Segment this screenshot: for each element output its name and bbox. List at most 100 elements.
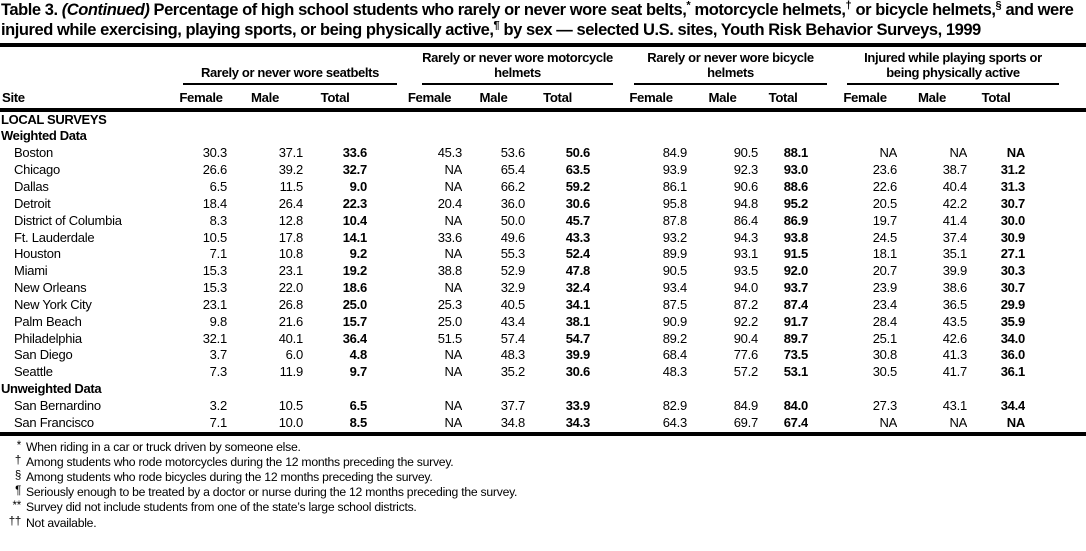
group-header-label: Rarely or never wore bicycle helmets <box>634 50 828 85</box>
column-gap <box>808 213 833 230</box>
data-table: Rarely or never wore seatbelts Rarely or… <box>0 47 1086 436</box>
column-gap <box>590 398 615 415</box>
value-cell: 40.4 <box>942 178 968 194</box>
column-gap <box>367 347 397 364</box>
value-cell: 94.8 <box>733 195 759 211</box>
column-gap <box>808 314 833 331</box>
value-cell: 25.0 <box>342 296 367 312</box>
site-cell: Miami <box>14 263 48 279</box>
value-cell: 55.3 <box>500 246 525 262</box>
group-header-injured: Injured while playing sports or being ph… <box>833 47 1060 85</box>
title-segments: Percentage of high school students who r… <box>1 0 1074 39</box>
footnote: * When riding in a car or truck driven by… <box>0 440 1086 455</box>
value-cell: 40.5 <box>500 296 525 312</box>
column-gap <box>367 331 397 348</box>
column-gap <box>367 162 397 179</box>
site-cell: San Bernardino <box>14 397 101 413</box>
value-cell: 41.4 <box>942 212 968 228</box>
value-cell: 91.7 <box>783 313 809 329</box>
value-cell: 15.3 <box>202 263 227 279</box>
value-cell: 87.5 <box>662 296 688 312</box>
title-text: motorcycle helmets, <box>690 1 846 19</box>
footnote-text: When riding in a car or truck driven by … <box>26 439 301 454</box>
value-cell: 93.1 <box>733 246 759 262</box>
value-cell: NA <box>1006 145 1026 161</box>
value-cell: 87.8 <box>662 212 688 228</box>
value-cell: NA <box>444 280 462 296</box>
value-cell: 4.8 <box>349 347 367 363</box>
footnote-marker: ¶ <box>15 485 21 498</box>
value-cell: 9.0 <box>349 178 367 194</box>
site-cell: New Orleans <box>14 280 87 296</box>
column-gap <box>367 196 397 213</box>
title-text: Percentage of high school students who r… <box>149 1 687 19</box>
value-cell: 88.1 <box>783 145 809 161</box>
value-cell: NA <box>444 246 462 262</box>
value-cell: 47.8 <box>565 263 591 279</box>
column-gap <box>367 263 397 280</box>
col-header-total: Total <box>758 84 809 112</box>
value-cell: 10.5 <box>202 229 227 245</box>
column-gap <box>808 84 834 112</box>
col-header-female: Female <box>615 84 688 112</box>
continued-label: (Continued) <box>61 1 150 19</box>
column-gap <box>808 398 833 415</box>
site-cell: Palm Beach <box>14 313 82 329</box>
col-header-female: Female <box>833 84 898 112</box>
value-cell: 18.4 <box>202 195 227 211</box>
value-cell: 94.0 <box>733 280 759 296</box>
column-gap <box>367 213 397 230</box>
value-cell: 25.0 <box>437 313 462 329</box>
value-cell: 37.1 <box>278 145 303 161</box>
value-cell: 36.5 <box>942 296 968 312</box>
value-cell: 52.4 <box>565 246 591 262</box>
value-cell: 7.1 <box>209 414 227 430</box>
footnote-text: Among students who rode bicycles during … <box>26 470 433 485</box>
value-cell: 92.0 <box>783 263 809 279</box>
value-cell: 24.5 <box>872 229 898 245</box>
value-cell: 23.4 <box>872 296 898 312</box>
value-cell: 89.9 <box>662 246 688 262</box>
footnote: § Among students who rode bicycles during… <box>0 470 1086 485</box>
value-cell: NA <box>879 145 898 161</box>
value-cell: 93.9 <box>662 162 688 178</box>
col-header-male: Male <box>227 84 303 112</box>
value-cell: NA <box>949 145 968 161</box>
footnote-marker: § <box>14 470 21 483</box>
value-cell: 40.1 <box>278 330 303 346</box>
value-cell: 33.6 <box>437 229 462 245</box>
table-row: Houston 7.1 10.8 9.2 NA 55.3 52.4 89.9 93.1 91.5 1… <box>0 246 1086 263</box>
value-cell: 32.7 <box>342 162 367 178</box>
site-cell: San Francisco <box>14 414 94 430</box>
value-cell: 35.9 <box>1000 313 1026 329</box>
column-gap <box>367 246 397 263</box>
value-cell: 73.5 <box>783 347 809 363</box>
value-cell: 88.6 <box>783 178 809 194</box>
value-cell: NA <box>949 414 968 430</box>
value-cell: 7.1 <box>209 246 227 262</box>
column-gap <box>367 398 397 415</box>
value-cell: 39.9 <box>565 347 591 363</box>
value-cell: 95.2 <box>783 195 809 211</box>
title-text: or bicycle helmets, <box>851 1 996 19</box>
group-header-label: Rarely or never wore seatbelts <box>183 65 397 85</box>
column-gap <box>590 84 616 112</box>
column-gap <box>367 280 397 297</box>
column-gap <box>590 213 615 230</box>
value-cell: 30.6 <box>565 364 591 380</box>
value-cell: 31.3 <box>1000 178 1026 194</box>
value-cell: 41.3 <box>942 347 968 363</box>
table-row: San Bernardino 3.2 10.5 6.5 NA 37.7 33.9 82.9 84… <box>0 398 1086 415</box>
value-cell: 7.3 <box>209 364 227 380</box>
value-cell: 92.3 <box>733 162 759 178</box>
value-cell: 22.0 <box>278 280 303 296</box>
value-cell: 10.0 <box>278 414 303 430</box>
value-cell: 11.9 <box>279 364 303 380</box>
site-cell: San Diego <box>14 347 73 363</box>
right-margin-spacer <box>1025 297 1086 314</box>
value-cell: 10.8 <box>278 246 303 262</box>
column-gap <box>808 145 833 162</box>
col-header-male: Male <box>462 84 525 112</box>
value-cell: 90.5 <box>662 263 688 279</box>
value-cell: 92.2 <box>733 313 759 329</box>
